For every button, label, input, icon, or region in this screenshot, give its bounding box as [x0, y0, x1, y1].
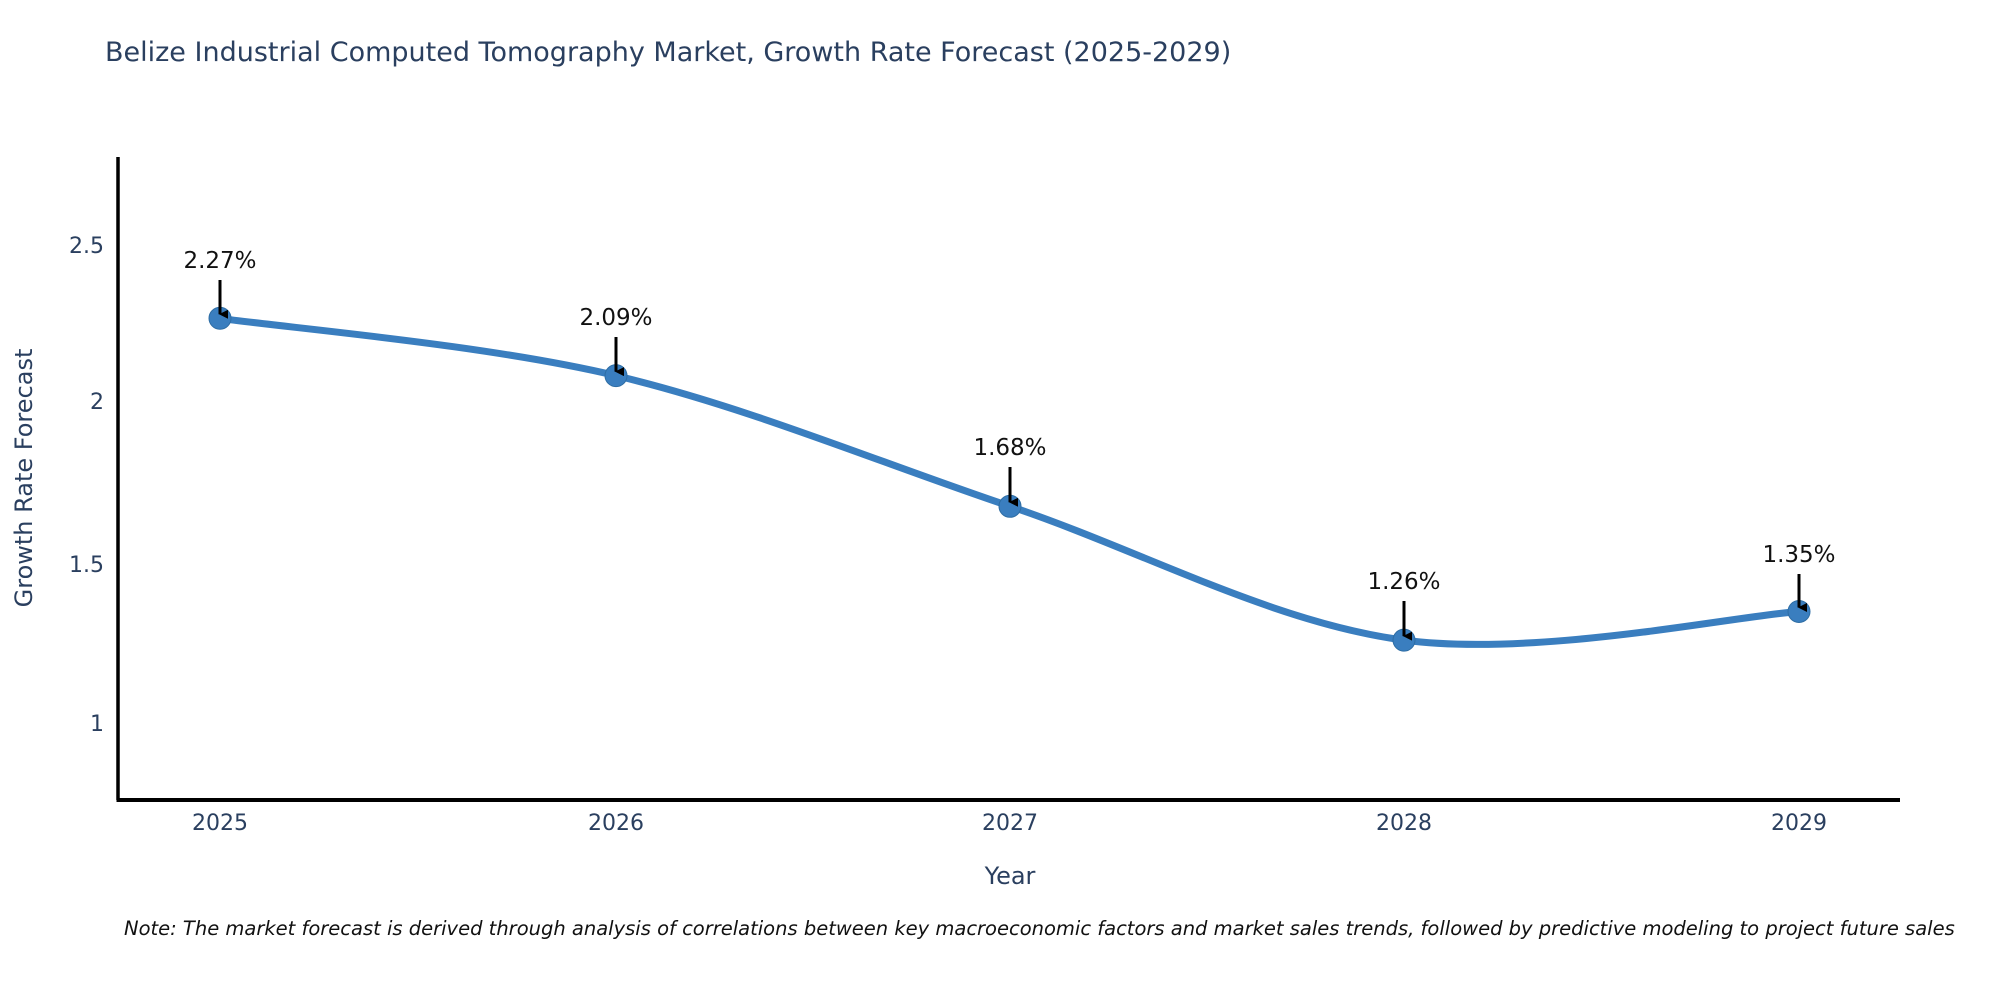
point-label-0: 2.27% [183, 248, 256, 274]
y-tick-label-1: 2 [90, 390, 104, 415]
x-tick-label-1: 2026 [588, 811, 644, 836]
x-tick-label-3: 2028 [1376, 811, 1432, 836]
y-tick-label-0: 2.5 [69, 234, 104, 259]
y-axis-title: Growth Rate Forecast [10, 349, 38, 608]
annotation-arrows [218, 280, 1807, 641]
footnote: Note: The market forecast is derived thr… [124, 917, 1955, 940]
x-tick-label-0: 2025 [192, 811, 248, 836]
x-tick-label-2: 2027 [982, 811, 1038, 836]
x-axis-title: Year [984, 862, 1036, 890]
chart-title: Belize Industrial Computed Tomography Ma… [105, 37, 1232, 68]
point-label-3: 1.26% [1367, 569, 1440, 595]
point-label-4: 1.35% [1762, 542, 1835, 568]
y-tick-label-3: 1 [90, 712, 104, 737]
point-label-1: 2.09% [579, 305, 652, 331]
y-tick-label-2: 1.5 [69, 553, 104, 578]
point-label-2: 1.68% [973, 435, 1046, 461]
x-tick-label-4: 2029 [1771, 811, 1827, 836]
